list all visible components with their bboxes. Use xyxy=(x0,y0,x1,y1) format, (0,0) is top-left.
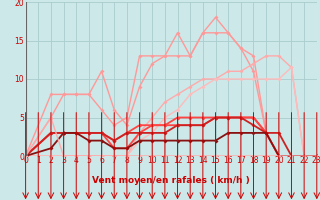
X-axis label: Vent moyen/en rafales ( km/h ): Vent moyen/en rafales ( km/h ) xyxy=(92,176,250,185)
